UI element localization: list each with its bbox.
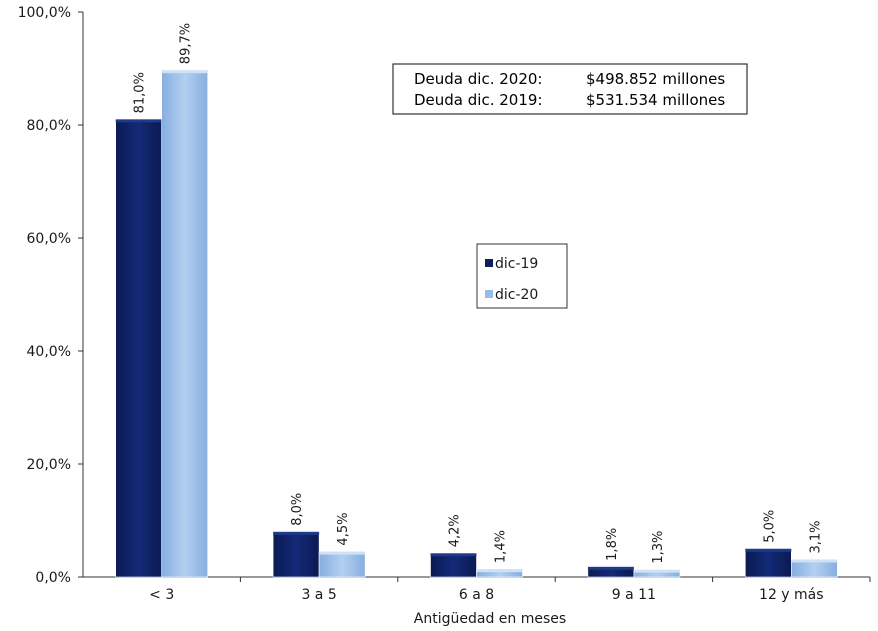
data-label: 4,5% [336,513,351,546]
data-labels: 81,0% 89,7% 8,0% 4,5% 4,2% 1,4% 1,8% 1,3% 5,0% 3,… [133,23,824,564]
data-label: 3,1% [808,520,823,553]
y-tick-label: 100,0% [18,5,71,21]
data-label: 1,3% [651,531,666,564]
legend-label-dic-20: dic-20 [495,287,538,303]
x-category-label: < 3 [149,587,174,603]
bar-top-highlight [476,569,523,573]
y-tick-label: 60,0% [27,231,71,247]
y-tick-label: 0,0% [35,570,71,586]
bar-top-highlight [587,566,634,570]
x-category-label: 12 y más [759,587,824,603]
bar-dic-19 [744,548,792,578]
bar-top-highlight [633,569,680,573]
data-label: 1,4% [494,530,509,563]
bar-top-highlight [791,559,838,563]
data-label: 5,0% [762,510,777,543]
bar-top-highlight [161,70,208,74]
info-line1-value: $498.852 millones [586,70,725,88]
data-label: 4,2% [448,514,463,547]
debt-info-box: Deuda dic. 2020: $498.852 millones Deuda… [392,63,748,115]
bar-top-highlight [319,551,366,555]
x-axis-title: Antigüedad en meses [414,611,566,627]
data-label: 8,0% [290,493,305,526]
bar-dic-20 [318,551,366,578]
bar-top-highlight [273,531,320,535]
y-tick-label: 80,0% [27,118,71,134]
data-label: 1,8% [605,528,620,561]
data-label: 81,0% [133,72,148,113]
bar-dic-19 [272,531,320,578]
info-line2-value: $531.534 millones [586,91,725,109]
info-line2-label: Deuda dic. 2019: [414,91,542,109]
bar-top-highlight [430,553,477,557]
y-tick-label: 20,0% [27,457,71,473]
legend-swatch-dic-19 [485,259,493,267]
data-label: 89,7% [179,23,194,64]
bar-dic-20 [161,69,208,578]
bars [115,69,838,578]
legend-label-dic-19: dic-19 [495,256,538,272]
legend-swatch-dic-20 [485,290,493,298]
bar-top-highlight [745,548,792,552]
legend: dic-19 dic-20 [476,243,568,309]
bar-dic-19 [430,552,477,578]
x-axis-categories: < 3 3 a 5 6 a 8 9 a 11 12 y más [149,577,871,603]
bar-top-highlight [115,119,162,123]
bar-dic-19 [115,119,162,578]
y-tick-label: 40,0% [27,344,71,360]
x-category-label: 9 a 11 [612,587,656,603]
y-axis-ticks: 0,0% 20,0% 40,0% 60,0% 80,0% 100,0% [18,5,83,586]
x-category-label: 3 a 5 [301,587,336,603]
info-line1-label: Deuda dic. 2020: [414,70,542,88]
x-category-label: 6 a 8 [459,587,494,603]
